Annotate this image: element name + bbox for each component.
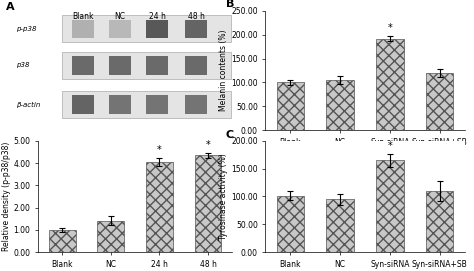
Bar <box>327 199 354 252</box>
Text: p-p38: p-p38 <box>17 26 37 32</box>
Bar <box>376 160 403 252</box>
Y-axis label: Tyrosinase activity (%): Tyrosinase activity (%) <box>219 153 228 240</box>
Text: A: A <box>6 2 14 12</box>
Bar <box>426 73 453 130</box>
Bar <box>146 95 168 114</box>
Bar <box>185 56 207 75</box>
Bar <box>72 20 94 38</box>
Text: 24 h: 24 h <box>148 12 165 21</box>
Text: Blank: Blank <box>72 12 94 21</box>
Bar <box>146 162 173 252</box>
Bar <box>146 56 168 75</box>
Bar <box>62 15 231 42</box>
Bar <box>146 20 168 38</box>
Bar <box>49 230 75 252</box>
Bar <box>277 196 304 252</box>
Bar <box>62 52 231 79</box>
Text: *: * <box>387 23 392 33</box>
Y-axis label: Melanin contents (%): Melanin contents (%) <box>219 30 228 111</box>
Text: 48 h: 48 h <box>188 12 205 21</box>
Bar <box>109 56 131 75</box>
Y-axis label: Relative density (p-p38/p38): Relative density (p-p38/p38) <box>1 142 10 251</box>
Text: *: * <box>206 140 210 150</box>
Bar <box>72 56 94 75</box>
Bar <box>62 91 231 118</box>
Text: β-actin: β-actin <box>17 101 41 108</box>
Bar <box>376 38 403 130</box>
Bar <box>72 95 94 114</box>
Text: *: * <box>157 145 162 155</box>
Bar <box>185 20 207 38</box>
Text: *: * <box>387 141 392 151</box>
Bar <box>109 95 131 114</box>
Text: B: B <box>226 0 234 9</box>
Bar <box>98 221 124 252</box>
Bar <box>426 191 453 252</box>
Text: C: C <box>226 130 234 140</box>
Bar <box>327 80 354 130</box>
Bar <box>185 95 207 114</box>
Bar <box>277 82 304 130</box>
Text: p38: p38 <box>17 62 30 69</box>
Bar <box>109 20 131 38</box>
Bar <box>195 155 221 252</box>
Text: NC: NC <box>114 12 126 21</box>
